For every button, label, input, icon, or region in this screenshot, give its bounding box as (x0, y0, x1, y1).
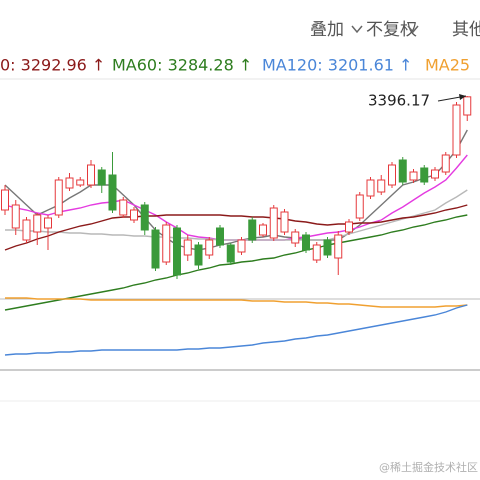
moving-average-line (5, 189, 468, 241)
candle-body (355, 194, 364, 219)
candle-body (65, 177, 74, 189)
candle-body (409, 171, 418, 181)
candle-body (302, 234, 310, 251)
candle-body (388, 164, 396, 186)
candle-body (119, 199, 128, 216)
candle-body (97, 169, 106, 186)
candle-body (22, 219, 31, 241)
candle-body (334, 234, 343, 259)
legend: 0: 3292.96 ↑ MA60: 3284.28 ↑ MA120: 3201.6… (0, 56, 470, 75)
candle-body (54, 179, 63, 216)
candle-body (162, 224, 171, 263)
candle-body (194, 244, 203, 266)
candle-body (151, 229, 160, 269)
moving-average-line (4, 304, 468, 356)
plot (1, 96, 472, 356)
toolbar-button[interactable]: 叠加 (310, 20, 344, 40)
candle-body (463, 96, 472, 116)
candle-body (345, 221, 353, 233)
moving-average-line (4, 129, 468, 251)
candle-body (87, 164, 95, 186)
annotation-arrowhead (459, 94, 466, 100)
legend-entry: MA60: 3284.28 ↑ (112, 56, 252, 75)
dropdown-chevron (351, 25, 363, 34)
candle-body (33, 214, 42, 233)
candle-body (291, 231, 300, 244)
moving-average-line (4, 214, 468, 311)
legend-entry: MA120: 3201.61 ↑ (262, 56, 412, 75)
candle-body (420, 167, 429, 183)
candle-body (183, 239, 192, 256)
candle-body (377, 179, 386, 193)
candle-body (431, 169, 439, 179)
toolbar-button[interactable]: 不复权 (366, 20, 417, 40)
candle-body (441, 154, 450, 173)
legend-entry: 0: 3292.96 ↑ (0, 56, 105, 75)
candle-body (366, 179, 375, 197)
candle-body (452, 104, 461, 156)
toolbar-button[interactable]: 其他 (452, 20, 480, 40)
candle-body (216, 227, 224, 246)
candle-body (248, 219, 257, 241)
moving-average-line (4, 204, 468, 251)
candle-body (11, 204, 20, 229)
candle-body (259, 224, 267, 236)
candle-body (312, 244, 321, 261)
dropdown-chevron (407, 25, 419, 34)
watermark: @稀土掘金技术社区 (379, 460, 478, 474)
candle-body (140, 204, 149, 231)
candle-body (226, 244, 235, 263)
annotation: 3396.17 (368, 92, 430, 110)
candle-body (44, 217, 52, 229)
candle-body (108, 174, 117, 211)
candle-body (130, 209, 138, 221)
candle-body (398, 159, 407, 183)
toolbar: 叠加 不复权 其他 (310, 20, 480, 40)
candle-body (205, 239, 214, 256)
legend-entry: MA25 (425, 56, 470, 75)
candle-body (1, 189, 9, 211)
candle-body (269, 207, 278, 239)
candle-body (280, 211, 289, 233)
candle-body (76, 179, 85, 186)
candle-body (323, 239, 332, 256)
candle-body (173, 227, 181, 276)
moving-average-line (5, 297, 468, 308)
candle-body (237, 239, 246, 253)
